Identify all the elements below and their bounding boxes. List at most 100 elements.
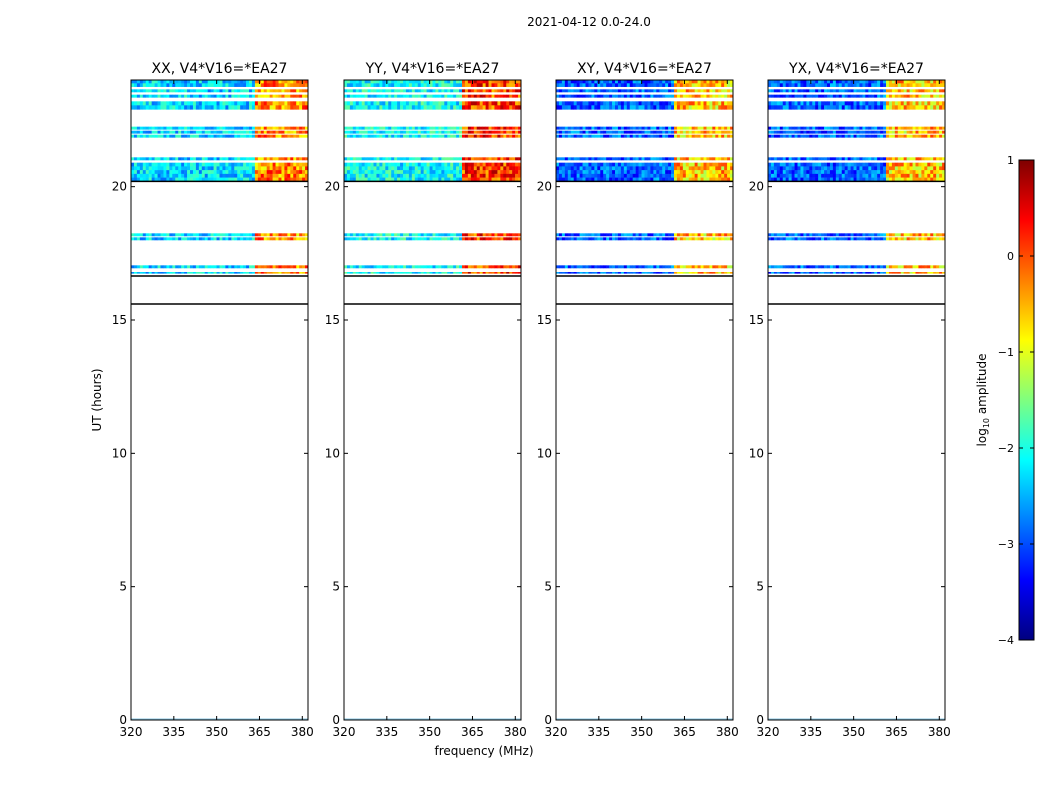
heatmap-cell [391, 83, 395, 87]
heatmap-cell [773, 265, 778, 269]
heatmap-cell [933, 233, 937, 237]
heatmap-cell [201, 83, 206, 87]
heatmap-cell [600, 126, 604, 130]
heatmap-cell [886, 94, 890, 98]
heatmap-cell [564, 134, 569, 138]
heatmap-cell [467, 80, 472, 84]
heatmap-cell [166, 272, 170, 274]
heatmap-cell [679, 170, 684, 175]
heatmap-cell [429, 233, 433, 237]
heatmap-cell [564, 157, 569, 161]
heatmap-cell [724, 177, 728, 182]
heatmap-cell [579, 170, 583, 175]
data-band-4 [768, 130, 945, 134]
heatmap-cell [891, 237, 896, 241]
heatmap-cell [222, 80, 226, 84]
heatmap-cell [724, 105, 728, 110]
heatmap-cell [942, 94, 945, 98]
heatmap-cell [491, 157, 495, 161]
heatmap-cell [623, 130, 628, 134]
heatmap-cell [249, 130, 253, 134]
colorbar-label-subscript: 10 [982, 418, 991, 428]
heatmap-cell [373, 177, 377, 182]
heatmap-cell [166, 105, 170, 110]
heatmap-cell [570, 170, 574, 175]
heatmap-cell [246, 157, 250, 161]
heatmap-cell [438, 101, 442, 106]
heatmap-cell [877, 272, 881, 274]
heatmap-cell [859, 177, 863, 182]
heatmap-cell [915, 166, 919, 171]
heatmap-cell [883, 83, 887, 87]
y-tick-label: 15 [537, 313, 552, 327]
heatmap-cell [400, 126, 404, 130]
heatmap-cell [411, 265, 416, 269]
heatmap-cell [844, 233, 848, 237]
heatmap-cell [290, 126, 294, 130]
heatmap-cell [556, 170, 560, 175]
heatmap-cell [912, 80, 916, 84]
heatmap-cell [131, 166, 135, 171]
heatmap-cell [187, 233, 191, 237]
heatmap-cell [379, 166, 383, 171]
heatmap-cell [797, 272, 801, 274]
heatmap-cell [809, 126, 813, 130]
heatmap-cell [632, 105, 636, 110]
heatmap-cell [225, 233, 229, 237]
heatmap-cell [429, 177, 433, 182]
heatmap-cell [638, 233, 642, 237]
heatmap-cell [284, 272, 288, 274]
heatmap-cell [251, 105, 256, 110]
heatmap-cell [275, 237, 279, 241]
heatmap-cell [685, 272, 690, 274]
heatmap-cell [426, 130, 430, 134]
heatmap-cell [367, 233, 371, 237]
heatmap-cell [650, 166, 654, 171]
heatmap-cell [782, 272, 786, 274]
heatmap-cell [240, 101, 244, 106]
heatmap-cell [473, 157, 478, 161]
heatmap-cell [290, 170, 294, 175]
heatmap-cell [688, 173, 692, 178]
heatmap-cell [405, 130, 410, 134]
heatmap-cell [355, 126, 360, 130]
heatmap-cell [287, 83, 291, 87]
heatmap-cell [712, 177, 716, 182]
heatmap-cell [198, 80, 203, 84]
heatmap-cell [190, 130, 194, 134]
heatmap-cell [172, 177, 176, 182]
heatmap-cell [629, 177, 633, 182]
heatmap-cell [240, 89, 244, 93]
heatmap-cell [803, 83, 807, 87]
heatmap-cell [603, 126, 607, 130]
heatmap-cell [414, 89, 419, 93]
heatmap-cell [685, 170, 690, 175]
heatmap-cell [615, 237, 619, 241]
heatmap-cell [237, 89, 241, 93]
heatmap-cell [231, 94, 235, 98]
heatmap-cell [213, 166, 217, 171]
heatmap-cell [812, 126, 816, 130]
heatmap-cell [234, 101, 238, 106]
heatmap-cell [246, 170, 250, 175]
heatmap-cell [405, 89, 410, 93]
heatmap-cell [213, 105, 217, 110]
figure-title: 2021-04-12 0.0-24.0 [527, 15, 651, 29]
heatmap-cell [488, 126, 492, 130]
heatmap-cell [275, 233, 279, 237]
heatmap-cell [382, 94, 386, 98]
heatmap-cell [603, 177, 607, 182]
heatmap-cell [924, 80, 928, 84]
heatmap-cell [467, 83, 472, 87]
heatmap-cell [706, 134, 710, 138]
heatmap-cell [379, 134, 383, 138]
heatmap-cell [638, 157, 642, 161]
data-band-12 [131, 265, 308, 269]
heatmap-cell [659, 83, 663, 87]
data-band-13 [556, 272, 733, 274]
heatmap-cell [175, 94, 179, 98]
panel-heatmap [556, 80, 733, 720]
heatmap-cell [459, 166, 463, 171]
heatmap-cell [556, 157, 560, 161]
heatmap-cell [240, 166, 244, 171]
